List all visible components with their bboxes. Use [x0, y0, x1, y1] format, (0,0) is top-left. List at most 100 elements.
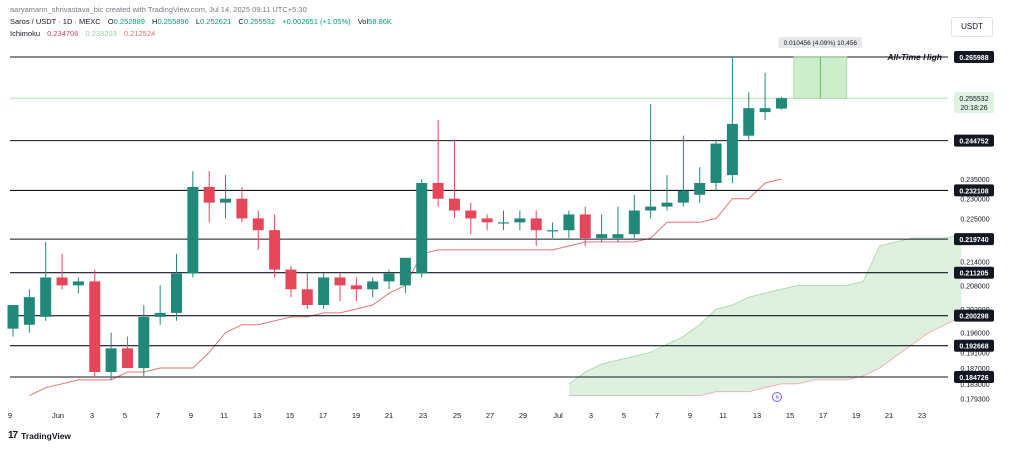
candle: [694, 167, 706, 203]
candle: [759, 72, 771, 120]
candle-body: [628, 210, 640, 235]
candle: [350, 277, 362, 302]
price-tick-label: 0.183000: [960, 382, 989, 389]
candle: [138, 305, 150, 376]
price-tick-label: 0.187000: [960, 366, 989, 373]
candle-body: [612, 234, 624, 239]
candle: [481, 214, 493, 231]
flash-icon: [772, 392, 782, 402]
price-tick-label: 0.214000: [960, 260, 989, 267]
x-tick-label: 15: [286, 411, 294, 420]
x-tick-label: 25: [453, 411, 461, 420]
flash-icon-bolt: [775, 393, 779, 401]
candle: [612, 206, 624, 243]
candle-body: [596, 234, 608, 239]
candle: [40, 242, 52, 321]
candle: [236, 186, 248, 223]
candle-body: [694, 182, 706, 195]
candle-body: [661, 202, 673, 207]
candle-body: [285, 269, 297, 290]
candle-body: [301, 289, 313, 306]
price-tick-label: 0.179300: [960, 396, 989, 403]
candle-body: [334, 277, 346, 286]
x-tick-label: 19: [352, 411, 360, 420]
candle: [318, 273, 330, 309]
candle-body: [416, 182, 428, 274]
price-tick-label: 0.230000: [960, 197, 989, 204]
candle: [383, 269, 395, 290]
x-tick-label: 21: [885, 411, 893, 420]
x-tick-label: 23: [918, 411, 926, 420]
candle-body: [121, 348, 133, 369]
change-value: +0.002651 (+1.05%): [282, 17, 351, 26]
candle-body: [318, 277, 330, 306]
candle-body: [105, 348, 117, 372]
x-tick-label: 27: [486, 411, 494, 420]
candle: [547, 222, 559, 239]
candle-body: [203, 186, 215, 203]
cloud-span-a-line: [568, 233, 962, 385]
candle-body: [775, 98, 787, 109]
candle: [285, 265, 297, 298]
x-tick-label: 23: [419, 411, 427, 420]
x-tick-label: 9: [189, 411, 193, 420]
candle: [677, 135, 689, 207]
x-tick-label: 29: [519, 411, 527, 420]
indicator-value-1: 0.234706: [47, 29, 79, 38]
x-tick-label: 11: [719, 411, 727, 420]
ichimoku-cloud: [568, 234, 962, 396]
candle-body: [383, 273, 395, 282]
level-tag-box: [954, 233, 994, 246]
candle: [645, 104, 657, 219]
close-value: 0.255532: [243, 17, 276, 26]
price-tick-label: 0.196000: [960, 331, 989, 338]
level-tag-label: 0.244752: [959, 139, 988, 146]
candle-body: [481, 218, 493, 223]
candle-body: [530, 218, 542, 231]
candle: [710, 139, 722, 191]
price-tick-label: 0.225000: [960, 216, 989, 223]
candle: [448, 139, 460, 219]
candle: [23, 289, 35, 333]
price-tick-label: 0.191000: [960, 350, 989, 357]
indicator-name[interactable]: Ichimoku: [10, 29, 41, 38]
candle: [726, 56, 738, 183]
ath-label: All-Time High: [886, 52, 942, 62]
candle: [743, 92, 755, 140]
x-tick-label: 9: [688, 411, 692, 420]
candle: [301, 273, 313, 309]
candle-body: [547, 230, 559, 232]
candle-body: [498, 222, 509, 224]
symbol-name[interactable]: Saros / USDT · 1D · MEXC: [10, 17, 101, 26]
x-tick-label: 13: [753, 411, 761, 420]
candle-body: [759, 108, 771, 113]
tradingview-logo-icon: 17: [8, 430, 18, 441]
x-tick-label: 9: [8, 411, 12, 420]
x-tick-label: 5: [622, 411, 626, 420]
high-value: 0.255896: [157, 17, 189, 26]
candle: [187, 171, 199, 278]
level-tag-box: [954, 339, 994, 352]
candle: [596, 214, 608, 243]
candle-body: [138, 316, 150, 369]
x-tick-label: 17: [319, 411, 327, 420]
symbol-ohlc-line: Saros / USDT · 1D · MEXC O0.252889 H0.25…: [10, 17, 392, 26]
candle: [416, 179, 428, 278]
candle-body: [171, 273, 182, 313]
candle: [121, 336, 133, 369]
x-tick-label: Jul: [553, 411, 563, 420]
open-value: 0.252889: [113, 17, 145, 26]
candle-body: [677, 190, 689, 203]
candle-body: [187, 186, 199, 274]
measure-label-box: [778, 37, 863, 48]
x-tick-label: 15: [786, 411, 794, 420]
level-tag-box: [954, 184, 994, 197]
level-tag-label: 0.192668: [959, 344, 988, 351]
candle: [269, 214, 281, 278]
candle-body: [399, 257, 411, 286]
currency-selector[interactable]: USDT: [951, 17, 993, 37]
candle: [154, 285, 166, 325]
candle-body: [448, 198, 460, 211]
candle-body: [514, 218, 526, 223]
